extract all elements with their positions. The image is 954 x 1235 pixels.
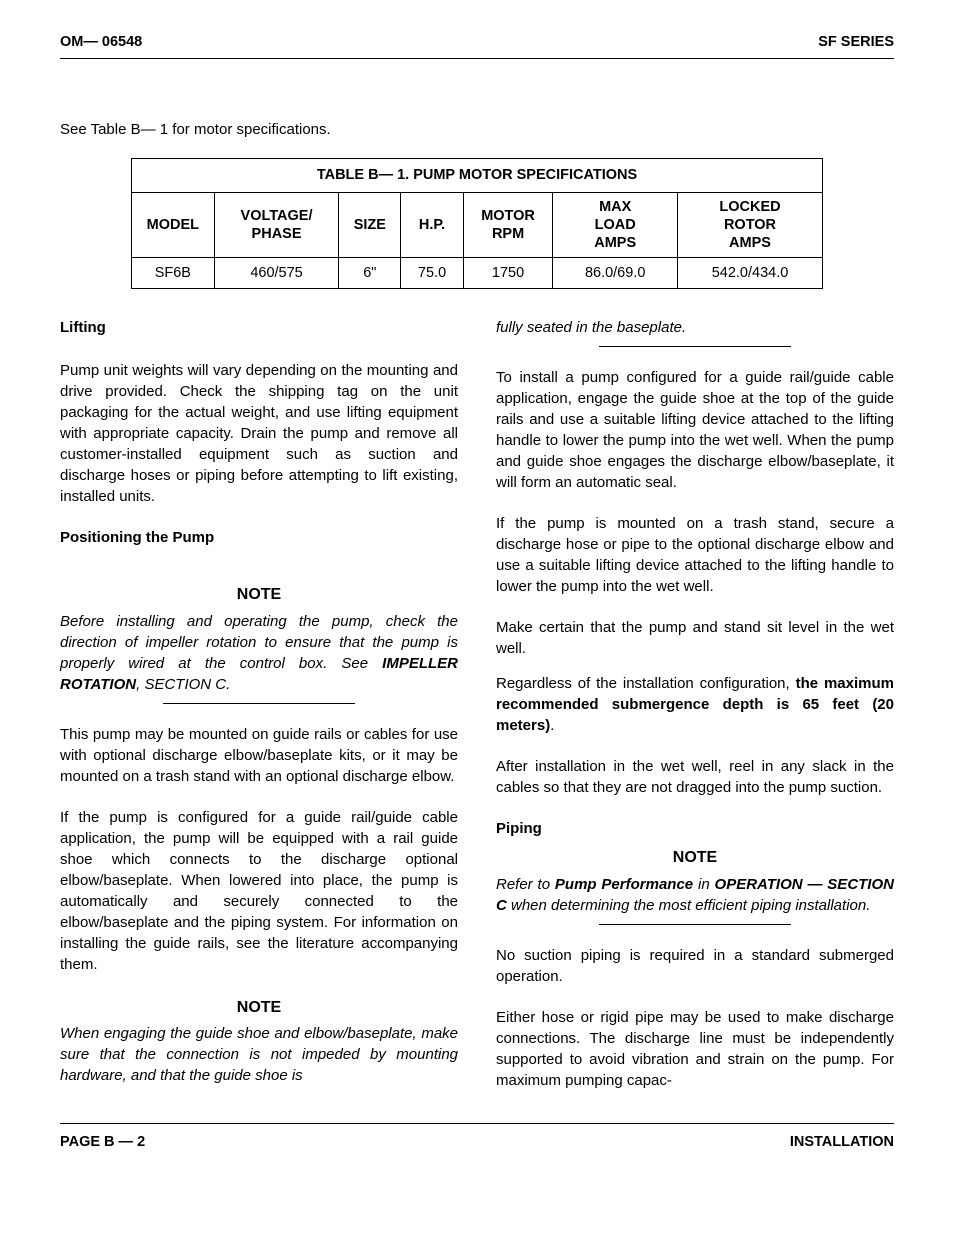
page-footer: PAGE B — 2 INSTALLATION [60, 1123, 894, 1152]
col-hp: H.P. [401, 192, 463, 257]
mounting-para: This pump may be mounted on guide rails … [60, 724, 458, 787]
motor-spec-table: TABLE B— 1. PUMP MOTOR SPECIFICATIONS MO… [131, 158, 823, 289]
level-para: Make certain that the pump and stand sit… [496, 617, 894, 659]
note-3-body: Refer to Pump Performance in OPERATION —… [496, 874, 894, 916]
note-3-heading: NOTE [496, 847, 894, 869]
cell-model: SF6B [131, 257, 214, 288]
discharge-para: Either hose or rigid pipe may be used to… [496, 1007, 894, 1091]
note-1-post: , SECTION C. [136, 676, 230, 693]
no-suction-para: No suction piping is required in a stand… [496, 945, 894, 987]
header-series: SF SERIES [818, 32, 894, 52]
note-2-cont-text: fully seated in the baseplate. [496, 317, 894, 338]
col-model: MODEL [131, 192, 214, 257]
cell-size: 6" [339, 257, 401, 288]
note-3-block: NOTE Refer to Pump Performance in OPERAT… [496, 847, 894, 924]
piping-heading: Piping [496, 818, 894, 839]
note-3-post: when determining the most efficient pipi… [507, 897, 871, 914]
cell-rpm: 1750 [463, 257, 553, 288]
note-2-continued: fully seated in the baseplate. [496, 317, 894, 347]
note-1-rule [163, 703, 354, 704]
submergence-pre: Regardless of the installation configura… [496, 675, 796, 692]
lifting-paragraph: Pump unit weights will vary depending on… [60, 360, 458, 507]
table-header-row: MODEL VOLTAGE/PHASE SIZE H.P. MOTORRPM M… [131, 192, 822, 257]
cell-hp: 75.0 [401, 257, 463, 288]
lifting-heading: Lifting [60, 317, 458, 338]
cable-slack-para: After installation in the wet well, reel… [496, 756, 894, 798]
intro-text: See Table B— 1 for motor specifications. [60, 119, 894, 140]
note-1-heading: NOTE [60, 584, 458, 606]
header-doc-code: OM— 06548 [60, 32, 142, 52]
table-caption: TABLE B— 1. PUMP MOTOR SPECIFICATIONS [131, 158, 823, 191]
note-3-b1: Pump Performance [555, 876, 693, 893]
col-voltage-phase: VOLTAGE/PHASE [214, 192, 338, 257]
note-2-heading: NOTE [60, 997, 458, 1019]
install-guide-para: To install a pump configured for a guide… [496, 367, 894, 493]
col-motor-rpm: MOTORRPM [463, 192, 553, 257]
footer-page: PAGE B — 2 [60, 1132, 145, 1152]
note-1-block: NOTE Before installing and operating the… [60, 584, 458, 703]
table-row: SF6B 460/575 6" 75.0 1750 86.0/69.0 542.… [131, 257, 822, 288]
note-1-body: Before installing and operating the pump… [60, 611, 458, 695]
note-2-body: When engaging the guide shoe and elbow/b… [60, 1023, 458, 1086]
col-locked-rotor-amps: LOCKEDROTORAMPS [677, 192, 822, 257]
submergence-post: . [550, 717, 554, 734]
guide-rail-para: If the pump is configured for a guide ra… [60, 807, 458, 975]
note-2-rule [599, 346, 790, 347]
note-3-mid: in [693, 876, 714, 893]
footer-section: INSTALLATION [790, 1132, 894, 1152]
cell-locked-rotor: 542.0/434.0 [677, 257, 822, 288]
trash-stand-para: If the pump is mounted on a trash stand,… [496, 513, 894, 597]
cell-voltage: 460/575 [214, 257, 338, 288]
col-size: SIZE [339, 192, 401, 257]
col-max-load-amps: MAXLOADAMPS [553, 192, 677, 257]
body-columns: Lifting Pump unit weights will vary depe… [60, 317, 894, 1090]
cell-max-load: 86.0/69.0 [553, 257, 677, 288]
page-header: OM— 06548 SF SERIES [60, 32, 894, 59]
note-3-rule [599, 924, 790, 925]
submergence-para: Regardless of the installation configura… [496, 673, 894, 736]
note-2-block: NOTE When engaging the guide shoe and el… [60, 997, 458, 1086]
note-3-pre: Refer to [496, 876, 555, 893]
positioning-heading: Positioning the Pump [60, 527, 458, 548]
